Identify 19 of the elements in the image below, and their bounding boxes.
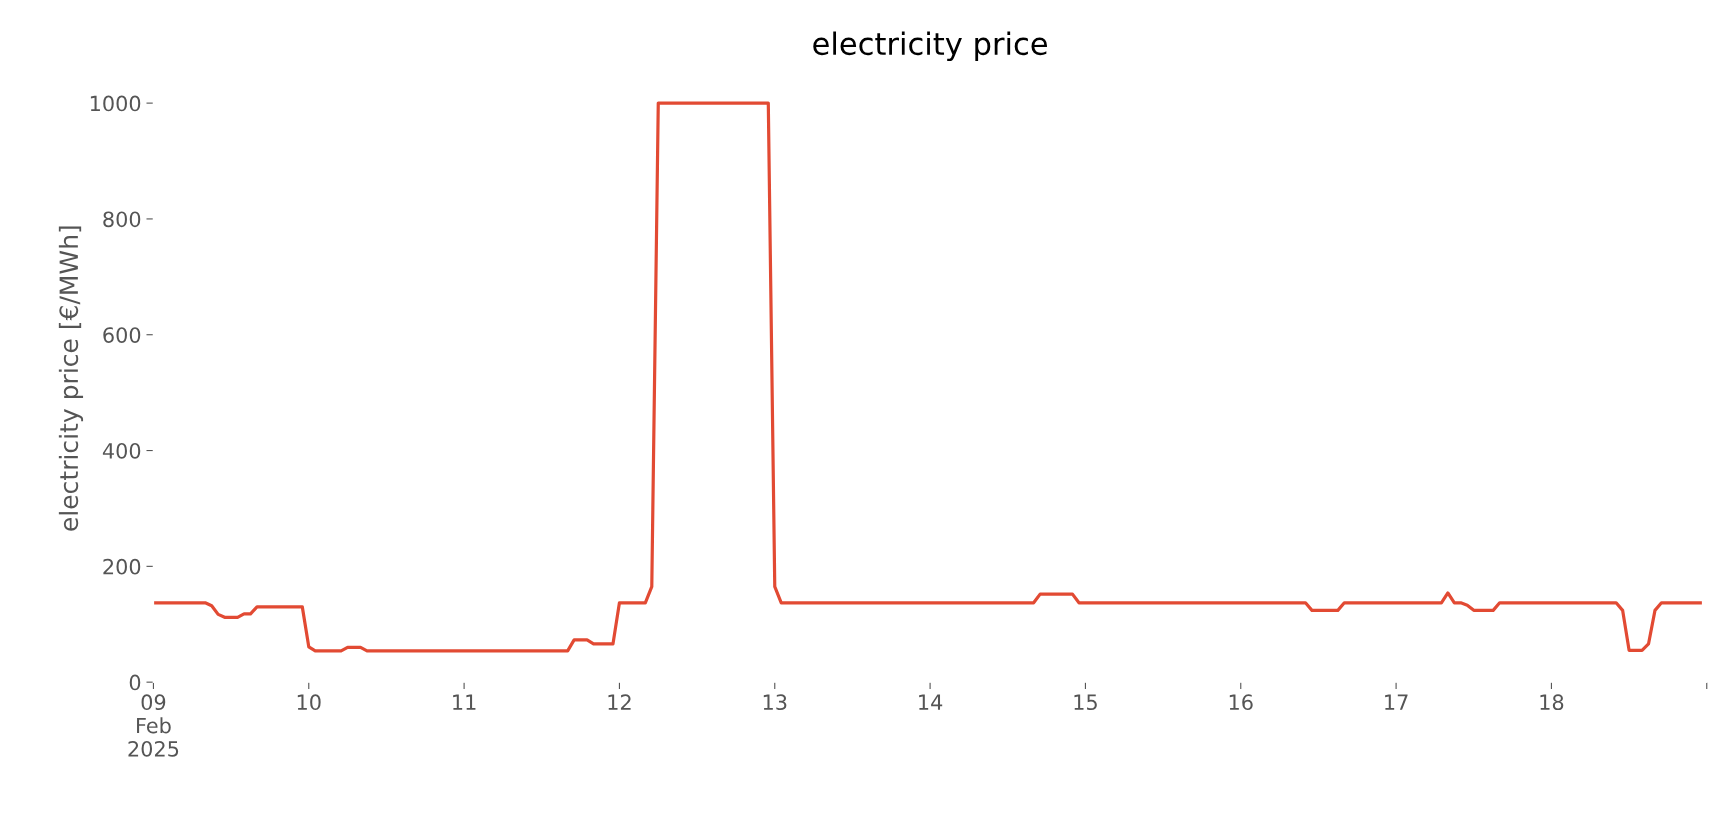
y-tick-label: 1000 <box>90 95 141 112</box>
x-tick-label: 10 <box>297 694 321 711</box>
x-tick-label: 17 <box>1385 694 1408 710</box>
x-tick-label: 14 <box>919 694 943 710</box>
y-tick-label: 200 <box>103 558 141 575</box>
x-tick-label: 11 <box>453 694 476 710</box>
y-tick-label: 800 <box>103 211 141 228</box>
x-tick-label: 15 <box>1074 694 1097 711</box>
x-tick-label: 12 <box>608 694 631 710</box>
x-tick-label: 09 Feb 2025 <box>128 694 179 757</box>
line-series <box>153 101 1702 653</box>
x-tick-label: 16 <box>1229 694 1253 711</box>
chart-title: electricity price <box>813 31 1047 62</box>
y-tick-label: 400 <box>102 442 141 459</box>
x-tick-label: 18 <box>1540 694 1564 711</box>
y-axis-title: electricity price [€/MWh] <box>58 226 84 531</box>
x-tick-label: 13 <box>763 694 787 711</box>
y-tick-label: 0 <box>129 674 141 691</box>
y-tick-label: 600 <box>103 327 141 343</box>
